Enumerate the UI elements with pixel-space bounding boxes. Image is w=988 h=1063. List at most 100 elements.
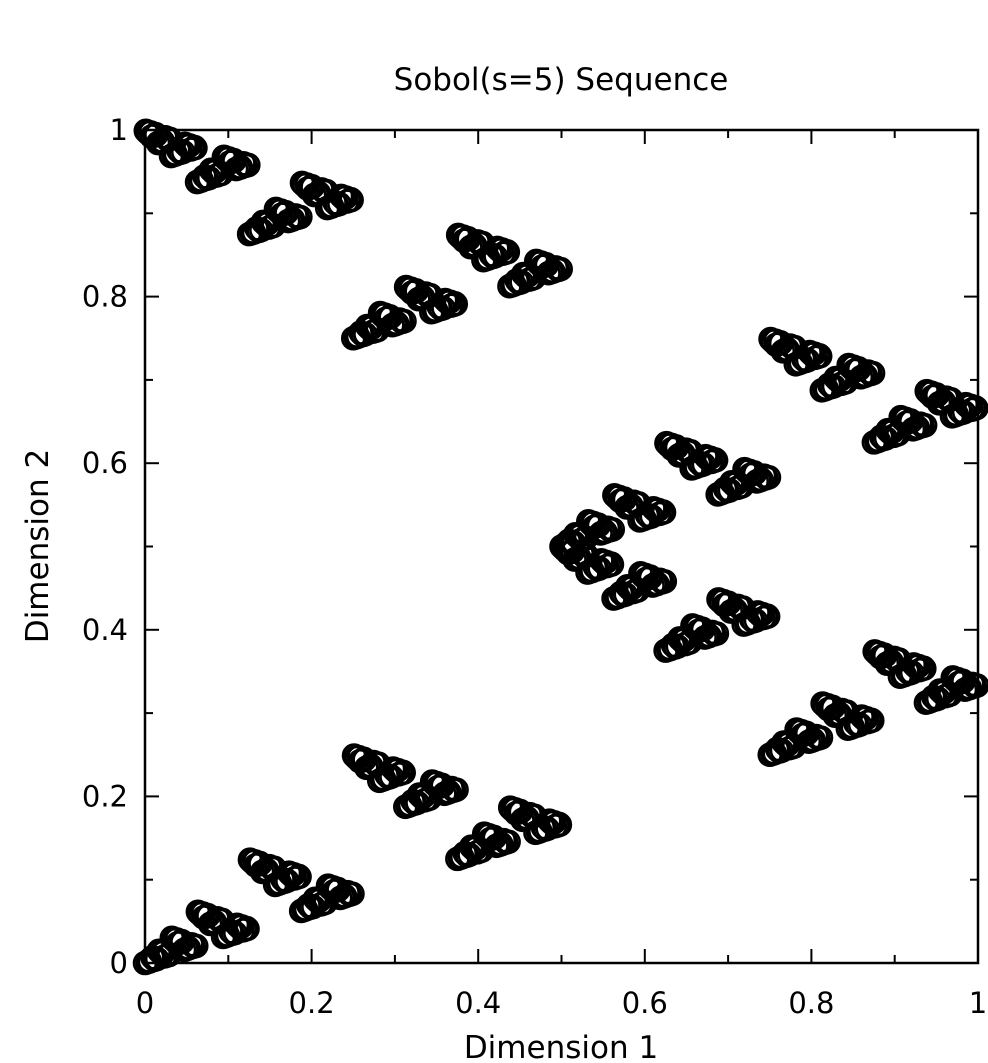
x-tick-labels: 0 0.2 0.4 0.6 0.8 1 (136, 986, 987, 1020)
data-point-920 (270, 866, 295, 892)
data-point-996 (471, 821, 497, 846)
data-point-1007 (211, 144, 237, 170)
data-point-970 (927, 678, 953, 703)
data-point-985 (693, 443, 718, 469)
data-point-974 (615, 574, 640, 599)
data-point-854 (755, 603, 780, 628)
data-point-859 (494, 238, 520, 264)
data-point-881 (611, 486, 637, 511)
data-point-1014 (706, 587, 731, 612)
data-point-905 (712, 476, 738, 502)
data-point-871 (273, 199, 299, 225)
data-point-882 (820, 694, 845, 720)
data-point-1010 (810, 691, 835, 716)
x-tick-label: 0.2 (289, 986, 335, 1020)
y-tick-label: 0.4 (82, 613, 128, 647)
data-point-840 (312, 889, 338, 915)
data-point-892 (351, 746, 377, 772)
data-point-980 (536, 808, 562, 833)
data-point-1018 (862, 639, 887, 664)
data-point-851 (442, 290, 468, 316)
data-point-967 (250, 209, 276, 235)
data-point-916 (530, 814, 556, 840)
y-tick-labels: 0 0.2 0.4 0.6 0.8 1 (82, 113, 128, 980)
data-point-843 (520, 264, 546, 290)
data-point-873 (741, 460, 767, 485)
data-point-968 (302, 886, 328, 912)
data-point-886 (715, 590, 741, 615)
x-tick-label: 0 (136, 986, 154, 1020)
data-point-872 (325, 876, 351, 902)
data-point-1019 (445, 222, 471, 248)
data-point-904 (296, 892, 321, 918)
data-point-841 (728, 473, 754, 498)
data-point-1013 (914, 378, 940, 404)
data-point-862 (598, 551, 624, 576)
data-point-852 (546, 811, 572, 837)
data-point-869 (898, 408, 923, 433)
data-point-875 (533, 251, 559, 277)
data-point-890 (872, 642, 897, 667)
data-point-992 (159, 925, 185, 951)
data-point-1001 (732, 456, 757, 482)
data-point-969 (719, 469, 744, 495)
data-point-997 (888, 404, 914, 430)
y-tick-label: 1 (110, 113, 128, 147)
data-point-847 (208, 160, 233, 186)
x-tick-label: 0.8 (788, 986, 834, 1020)
data-point-999 (263, 196, 289, 222)
data-point-1000 (315, 873, 341, 899)
data-point-889 (663, 434, 689, 459)
data-point-926 (582, 554, 608, 580)
data-point-835 (364, 316, 390, 342)
data-point-861 (807, 343, 832, 368)
y-tick-label: 0.2 (82, 779, 128, 813)
data-point-866 (794, 720, 819, 746)
data-point-1008 (185, 899, 211, 925)
data-point-984 (276, 860, 302, 886)
data-point-836 (468, 837, 494, 863)
data-point-1004 (419, 769, 445, 794)
data-point-850 (859, 707, 884, 733)
data-point-998 (680, 613, 705, 638)
data-point-991 (172, 131, 198, 157)
data-point-913 (634, 502, 660, 528)
data-point-914 (842, 710, 868, 736)
data-point-883 (403, 277, 429, 303)
data-point-982 (745, 600, 770, 625)
chart-title: Sobol(s=5) Sequence (394, 62, 729, 98)
data-point-897 (556, 528, 582, 554)
x-tick-label: 0.4 (455, 986, 501, 1020)
data-point-853 (963, 395, 988, 420)
y-tick-label: 0 (110, 946, 128, 980)
data-point-855 (338, 186, 364, 212)
data-point-893 (768, 330, 793, 355)
data-point-989 (797, 339, 822, 365)
data-point-885 (924, 382, 949, 407)
data-point-1022 (550, 535, 575, 560)
data-point-922 (894, 658, 920, 684)
data-point-884 (507, 798, 533, 824)
data-point-876 (429, 772, 455, 798)
data-point-908 (400, 788, 425, 814)
data-point-1011 (393, 274, 419, 300)
data-point-923 (478, 242, 504, 267)
data-point-839 (260, 212, 286, 238)
data-point-838 (676, 629, 702, 654)
data-point-912 (218, 918, 243, 944)
data-point-924 (374, 762, 399, 788)
x-tick-label: 0.6 (622, 986, 668, 1020)
data-point-917 (946, 398, 972, 423)
data-point-1003 (523, 248, 549, 274)
data-point-1021 (758, 326, 783, 352)
data-point-898 (764, 736, 790, 762)
data-point-1005 (836, 352, 861, 378)
data-point-848 (234, 915, 259, 941)
data-point-865 (585, 512, 611, 537)
data-point-858 (911, 655, 936, 681)
data-point-860 (390, 759, 416, 785)
data-point-879 (221, 147, 246, 173)
data-point-867 (377, 303, 403, 329)
data-point-863 (182, 134, 207, 160)
